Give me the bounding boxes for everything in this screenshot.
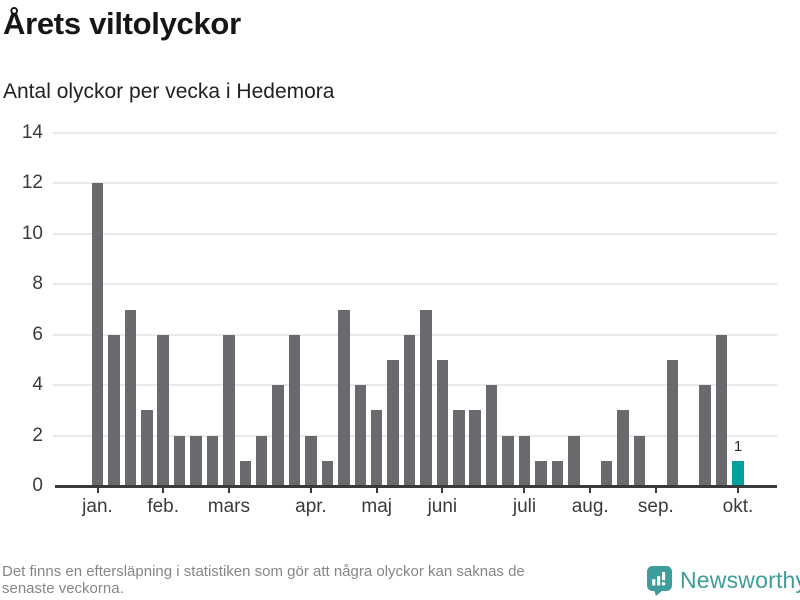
bar-week-10 — [239, 460, 252, 486]
x-axis-label-sep: sep. — [637, 496, 674, 517]
bar-week-15 — [321, 460, 334, 486]
x-axis-label-maj: maj — [361, 496, 392, 517]
bar-week-26 — [502, 435, 514, 486]
bar-week-34 — [633, 435, 646, 486]
bar-week-22 — [436, 359, 449, 486]
newsworthy-logo-text: Newsworthy — [680, 567, 800, 593]
x-axis-tick-jan — [96, 487, 99, 493]
bar-week-28 — [535, 460, 547, 486]
y-axis-label-0: 0 — [32, 475, 43, 496]
y-axis-label-10: 10 — [21, 222, 43, 244]
bar-week-21 — [420, 309, 432, 486]
gridline-y14 — [53, 132, 777, 134]
bar-week-39 — [715, 334, 728, 486]
x-axis-tick-sep — [654, 487, 657, 493]
bar-week-23 — [453, 410, 465, 486]
highlight-value-label: 1 — [733, 437, 743, 455]
newsworthy-logo-icon — [647, 566, 672, 596]
bar-week-2 — [108, 334, 120, 486]
newsworthy-logo: Newsworthy — [646, 565, 800, 596]
bar-week-30 — [568, 435, 580, 486]
x-axis-tick-mars — [227, 487, 230, 493]
bar-week-3 — [124, 309, 137, 486]
x-axis-tick-aug — [589, 487, 592, 493]
bar-week-13 — [288, 334, 301, 486]
bar-week-25 — [485, 385, 498, 486]
y-axis-label-4: 4 — [32, 374, 43, 396]
x-axis-label-jan: jan. — [82, 496, 113, 517]
bar-week-20 — [403, 334, 416, 486]
bar-week-6 — [173, 435, 186, 486]
bar-week-12 — [272, 385, 284, 486]
y-axis-label-8: 8 — [32, 273, 43, 295]
bar-week-9 — [223, 334, 235, 486]
chart-subtitle: Antal olyckor per vecka i Hedemora — [3, 80, 335, 103]
bar-week-4 — [141, 410, 153, 486]
x-axis-label-juli: juli — [512, 496, 537, 517]
bar-week-1 — [91, 183, 104, 486]
bar-week-5 — [157, 334, 169, 486]
footnote-line-2: senaste veckorna. — [2, 580, 124, 597]
bar-week-32 — [600, 460, 613, 486]
x-axis-tick-maj — [375, 487, 378, 493]
bar-week-17 — [354, 385, 367, 486]
footnote-line-1: Det finns en eftersläpning i statistiken… — [2, 563, 525, 580]
bar-week-27 — [518, 435, 531, 486]
highlighted-bar-week-40 — [732, 460, 744, 486]
chart-title: Årets viltolyckor — [3, 6, 241, 41]
bar-week-8 — [206, 435, 219, 486]
bar-week-11 — [255, 435, 268, 486]
y-axis-label-12: 12 — [21, 172, 43, 194]
x-axis-tick-juni — [441, 487, 444, 493]
x-axis-label-aug: aug. — [571, 496, 609, 517]
x-axis-tick-okt — [736, 487, 739, 493]
x-axis-label-juni: juni — [427, 496, 458, 517]
bar-week-38 — [699, 385, 711, 486]
bar-week-18 — [370, 410, 383, 486]
bar-week-29 — [551, 460, 564, 486]
gridline-y8 — [53, 283, 777, 286]
bar-week-14 — [305, 435, 317, 486]
x-axis-label-feb: feb. — [147, 496, 180, 517]
x-axis-label-mars: mars — [207, 496, 250, 517]
x-axis-line — [55, 485, 777, 488]
bar-week-33 — [617, 410, 629, 486]
footnote: Det finns en eftersläpning i statistiken… — [2, 563, 525, 597]
y-axis-label-2: 2 — [32, 424, 43, 446]
bar-week-16 — [338, 309, 350, 486]
bar-week-24 — [469, 410, 481, 486]
x-axis-label-apr: apr. — [295, 496, 327, 517]
y-axis-label-6: 6 — [32, 323, 43, 345]
x-axis-tick-juli — [523, 487, 526, 493]
x-axis-tick-feb — [162, 487, 165, 493]
bar-week-36 — [666, 359, 679, 486]
bar-week-19 — [387, 359, 399, 486]
gridline-y12 — [53, 182, 777, 185]
x-axis-label-okt: okt. — [722, 496, 754, 517]
gridline-y10 — [53, 232, 777, 235]
x-axis-tick-apr — [309, 487, 312, 493]
bar-week-7 — [190, 435, 202, 486]
y-axis-label-14: 14 — [21, 122, 43, 143]
